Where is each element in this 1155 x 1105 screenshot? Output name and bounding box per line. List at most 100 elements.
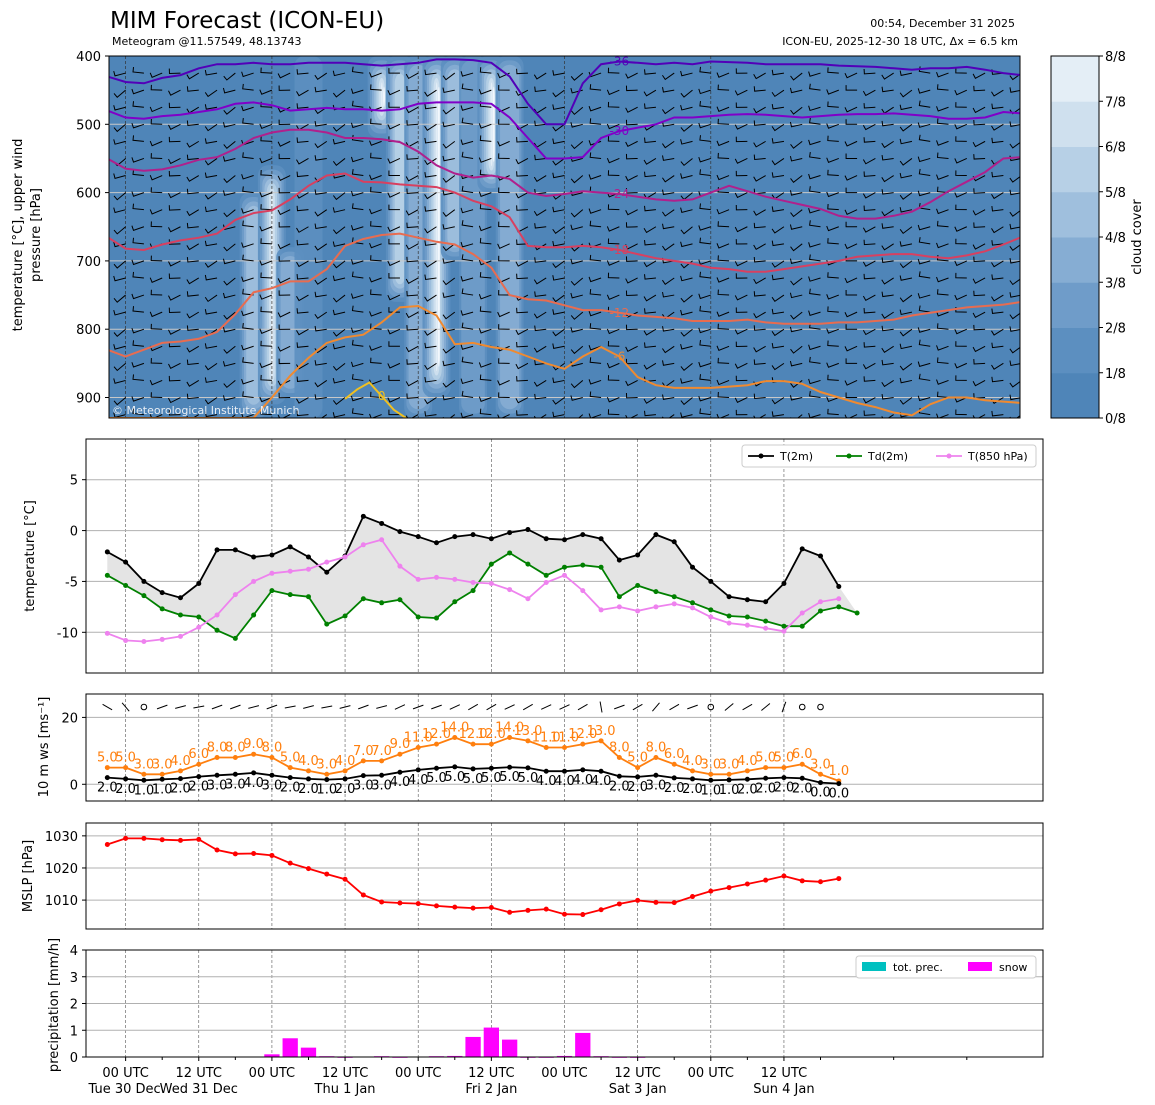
- wind-gust-label: 2.0: [792, 781, 813, 796]
- mslp-point: [635, 897, 641, 903]
- temp-series-0-point: [781, 580, 787, 586]
- wind-barb: [296, 158, 309, 165]
- mslp-point: [488, 904, 494, 910]
- wind-barb: [809, 186, 821, 194]
- wind-barb: [332, 294, 346, 303]
- colorbar-band: [1051, 146, 1099, 193]
- wind-barb: [699, 340, 711, 347]
- wind-barb: [442, 277, 456, 286]
- wind-barb: [332, 138, 346, 145]
- wind-barb: [424, 294, 437, 302]
- surface-wind-barb: [156, 704, 168, 710]
- wind-barb: [405, 175, 419, 182]
- wind-speed-label: 3.0: [134, 757, 155, 772]
- temp-series-2-point: [635, 608, 641, 614]
- wind-barb: [881, 380, 894, 388]
- pressure-tick-label: 600: [76, 187, 101, 202]
- wind-barb: [132, 306, 144, 313]
- upper-air-frame: [108, 55, 1021, 419]
- wind-barb: [516, 273, 528, 280]
- temp-series-1-point: [488, 561, 494, 567]
- wind-barb: [753, 72, 766, 80]
- wind-barb: [735, 375, 748, 382]
- wind-barb: [827, 272, 839, 279]
- wind-barb: [588, 105, 602, 112]
- surface-wind-barb: [486, 703, 497, 711]
- temp-series-0-point: [305, 554, 311, 560]
- temp-series-2-point: [159, 636, 165, 642]
- wind-barb: [516, 102, 528, 109]
- temp-series-2-point: [744, 622, 750, 628]
- wind-gust-point: [799, 775, 805, 781]
- wind-barb: [552, 158, 565, 166]
- wind-barb: [662, 326, 675, 332]
- day-label: Fri 2 Jan: [465, 1082, 517, 1097]
- wind-barb: [972, 140, 986, 148]
- wind-barb: [1009, 176, 1020, 183]
- mslp-point: [433, 903, 439, 909]
- wind-barb: [699, 237, 711, 245]
- wind-barb: [222, 361, 236, 367]
- wind-barb: [478, 89, 492, 95]
- wind-barb: [314, 121, 327, 127]
- wind-barb: [716, 174, 730, 181]
- surface-wind-barb: [358, 704, 369, 710]
- wind-barb: [881, 345, 894, 353]
- time-tick-label: 12 UTC: [614, 1066, 660, 1081]
- wind-barb: [973, 290, 986, 297]
- wind-barb: [498, 153, 510, 159]
- wind-barb: [460, 344, 474, 350]
- calm-wind-marker: [817, 703, 824, 711]
- mslp-point: [708, 888, 714, 894]
- wind-barb: [113, 260, 126, 269]
- wind-barb: [863, 342, 876, 348]
- wind-barb: [680, 226, 693, 235]
- colorbar-tick-label: 0/8: [1105, 412, 1126, 427]
- colorbar-tick-label: 5/8: [1105, 186, 1126, 201]
- temp-series-2-point: [488, 580, 494, 586]
- wind-barb: [1009, 223, 1020, 230]
- wind-barb: [442, 209, 456, 217]
- wind-barb: [534, 120, 547, 127]
- temp-series-2-point: [598, 607, 604, 613]
- snow-bar: [447, 1055, 463, 1057]
- wind-barb: [607, 238, 620, 245]
- wind-speed-point: [214, 755, 220, 761]
- wind-gust-point: [653, 772, 659, 778]
- wind-gust-label: 3.0: [646, 778, 667, 793]
- wind-barb: [351, 408, 364, 416]
- temp-series-1-line: [106, 551, 858, 640]
- isotherm--18: [109, 172, 1020, 273]
- wind-barb: [589, 118, 602, 125]
- wind-gust-label: 2.0: [280, 781, 301, 796]
- wind-barb: [113, 173, 126, 179]
- wind-barb: [753, 175, 766, 182]
- temp-series-1-point: [598, 564, 604, 570]
- wind-barb: [96, 107, 108, 114]
- wind-barb: [223, 380, 236, 389]
- wind-barb: [809, 356, 821, 364]
- wind-gust-point: [214, 772, 220, 778]
- wind-gust-label: 5.0: [426, 771, 447, 786]
- wind-barb: [881, 72, 894, 80]
- wind-gust-label: 5.0: [481, 771, 502, 786]
- wind-barb: [863, 171, 876, 177]
- surface-wind-barb: [468, 703, 479, 711]
- wind-barb: [351, 271, 364, 279]
- wind-speed-label: 8.0: [609, 741, 630, 756]
- wind-gust-label: 2.0: [755, 781, 776, 796]
- wind-barb: [991, 240, 1004, 246]
- wind-barb: [149, 175, 163, 181]
- wind-barb: [277, 379, 291, 386]
- time-tick-label: 12 UTC: [468, 1066, 514, 1081]
- mslp-point: [744, 881, 750, 887]
- wind-barb: [369, 174, 382, 181]
- temp-series-0-point: [415, 534, 421, 540]
- wind-barb: [699, 100, 711, 108]
- wind-gust-point: [433, 765, 439, 771]
- wind-barb: [845, 85, 858, 91]
- surface-wind-barb: [522, 703, 533, 711]
- wind-barb: [936, 289, 949, 296]
- wind-barb: [332, 260, 346, 269]
